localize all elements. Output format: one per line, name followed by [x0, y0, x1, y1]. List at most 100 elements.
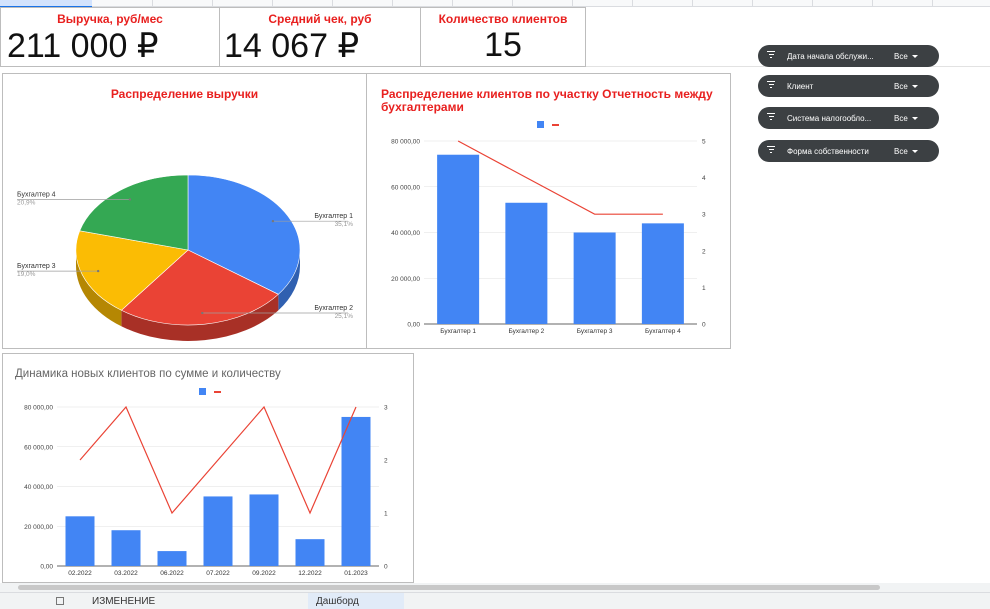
new-clients-dynamics-chart: 0,00 20 000,00 40 000,00 60 000,00 80 000,00…	[24, 388, 388, 577]
bar-4	[203, 496, 233, 566]
bar-5	[249, 494, 279, 566]
y-right-tick-label: 0	[702, 322, 706, 329]
pie-leader-dot	[96, 269, 100, 273]
filter-label: Система налогообло...	[787, 114, 872, 123]
y-right-tick-label: 3	[384, 405, 388, 412]
pie-side-3	[76, 250, 122, 327]
pie-side-2	[121, 294, 279, 342]
filter-ownership-form[interactable]: Форма собственности Все	[758, 140, 939, 162]
clients-by-accountant-panel[interactable]: Распределение клиентов по участку Отчетн…	[366, 73, 731, 349]
y-right-tick-label: 3	[702, 212, 706, 219]
filter-icon	[767, 145, 775, 155]
pie-slice-2	[120, 249, 279, 326]
chevron-down-icon	[912, 117, 918, 120]
bar-3	[157, 551, 187, 566]
column-header-strip	[0, 0, 990, 8]
sheet-list-icon[interactable]	[56, 597, 64, 605]
horizontal-scrollbar[interactable]	[0, 583, 990, 592]
bar-1	[65, 516, 95, 566]
pie-leader-dot	[128, 198, 132, 201]
y-right-tick-label: 2	[384, 458, 388, 465]
bar-2	[505, 202, 548, 324]
series-line	[79, 405, 357, 515]
bar-1	[437, 154, 480, 324]
new-clients-dynamics-panel[interactable]: Динамика новых клиентов по сумме и колич…	[2, 353, 414, 583]
chevron-down-icon	[912, 55, 918, 58]
filter-icon	[767, 50, 775, 60]
sheet-tab-dashboard[interactable]: Дашборд	[308, 593, 404, 609]
kpi-revenue-title: Выручка, руб/мес	[57, 12, 163, 26]
pie-side-1	[278, 250, 300, 311]
x-tick-label: 03.2022	[114, 570, 138, 577]
filter-label: Клиент	[787, 82, 814, 91]
bar-2	[111, 530, 141, 566]
kpi-revenue-card[interactable]: Выручка, руб/мес 211 000 ₽	[0, 7, 220, 67]
clients-by-accountant-chart: 0,00 20 000,00 40 000,00 60 000,00 80 000,00…	[391, 121, 706, 335]
pie-chart: Бухгалтер 135,1% Бухгалтер 225,1% Бухгалте…	[17, 174, 354, 342]
y-right-tick-label: 2	[702, 248, 706, 255]
pie-label-name: Бухгалтер 1	[314, 213, 353, 220]
filter-value: Все	[894, 52, 908, 61]
bar-7	[341, 416, 371, 566]
pie-label-percent: 25,1%	[335, 313, 354, 320]
chevron-down-icon	[912, 85, 918, 88]
legend-bar-swatch	[537, 121, 544, 128]
kpi-client-count-card[interactable]: Количество клиентов 15	[420, 7, 586, 67]
x-tick-label: 06.2022	[160, 570, 184, 577]
pie-slice-4	[79, 174, 189, 251]
y-tick-label: 20 000,00	[391, 276, 420, 283]
filter-icon	[767, 80, 775, 90]
legend-bar-swatch	[199, 388, 206, 395]
x-tick-label: Бухгалтер 4	[645, 328, 681, 335]
filter-value: Все	[894, 114, 908, 123]
y-right-tick-label: 5	[702, 139, 706, 146]
x-tick-label: Бухгалтер 3	[577, 328, 613, 335]
x-tick-label: Бухгалтер 2	[508, 328, 544, 335]
new-clients-dynamics-title: Динамика новых клиентов по сумме и колич…	[15, 368, 281, 380]
filter-label: Форма собственности	[787, 147, 869, 156]
pie-slice-1	[187, 174, 301, 295]
sheet-tab-dashboard-label: Дашборд	[316, 596, 359, 607]
pie-label-name: Бухгалтер 4	[17, 191, 56, 198]
filter-label: Дата начала обслужи...	[787, 52, 874, 61]
filter-service-start-date[interactable]: Дата начала обслужи... Все	[758, 45, 939, 67]
x-tick-label: 07.2022	[206, 570, 230, 577]
pie-label-percent: 19,0%	[17, 271, 36, 278]
x-tick-label: 01.2023	[344, 570, 368, 577]
x-tick-label: Бухгалтер 1	[440, 328, 476, 335]
bar-6	[295, 539, 325, 566]
y-right-tick-label: 0	[384, 564, 388, 571]
series-line	[457, 140, 663, 215]
pie-leader-dot	[271, 219, 275, 223]
y-tick-label: 0,00	[407, 322, 420, 329]
pie-label-percent: 20,9%	[17, 199, 36, 206]
y-right-tick-label: 4	[702, 175, 706, 182]
y-right-tick-label: 1	[702, 285, 706, 292]
filter-client[interactable]: Клиент Все	[758, 75, 939, 97]
y-tick-label: 60 000,00	[391, 184, 420, 191]
x-tick-label: 02.2022	[68, 570, 92, 577]
kpi-revenue-value: 211 000 ₽	[7, 27, 159, 65]
clients-by-accountant-title: Распределение клиентов по участку Отчетн…	[381, 87, 713, 114]
y-tick-label: 80 000,00	[391, 139, 420, 146]
filter-value: Все	[894, 147, 908, 156]
chevron-down-icon	[912, 150, 918, 153]
kpi-client-count-value: 15	[484, 26, 522, 64]
sheet-tabs-bar: ИЗМЕНЕНИЕ Дашборд	[0, 592, 990, 609]
kpi-average-check-card[interactable]: Средний чек, руб 14 067 ₽	[219, 7, 421, 67]
kpi-average-check-title: Средний чек, руб	[268, 12, 372, 26]
pie-label-name: Бухгалтер 2	[314, 305, 353, 312]
bar-3	[573, 232, 616, 324]
pie-chart-panel[interactable]: Распределение выручки Бухгалтер 1 35,1% Бу…	[2, 73, 367, 349]
sheet-tab-izmenenie[interactable]: ИЗМЕНЕНИЕ	[92, 596, 156, 607]
y-right-tick-label: 1	[384, 511, 388, 518]
filter-tax-system[interactable]: Система налогообло... Все	[758, 107, 939, 129]
filter-icon	[767, 112, 775, 122]
pie-leader-dot	[201, 311, 204, 315]
y-tick-label: 40 000,00	[391, 230, 420, 237]
y-tick-label: 0,00	[40, 564, 53, 571]
pie-slice-3	[75, 230, 189, 311]
scrollbar-thumb[interactable]	[18, 585, 880, 590]
pie-label-percent: 35,1%	[335, 221, 354, 228]
pie-chart-title: Распределение выручки	[110, 87, 259, 101]
